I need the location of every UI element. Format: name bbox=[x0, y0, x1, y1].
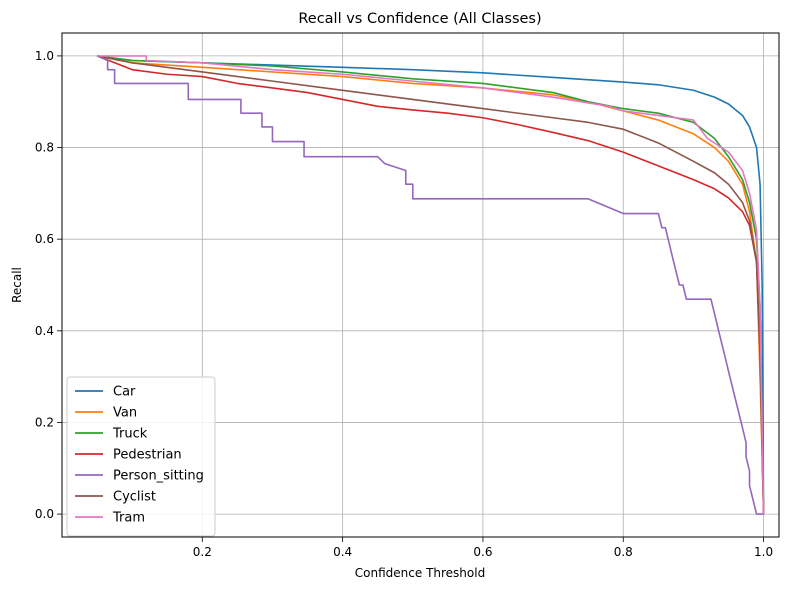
x-tick-label: 0.4 bbox=[333, 545, 352, 559]
y-tick-label: 0.6 bbox=[35, 232, 54, 246]
legend-label-cyclist: Cyclist bbox=[113, 490, 156, 505]
x-tick-label: 0.6 bbox=[473, 545, 492, 559]
axis-ticks: 0.2 0.4 0.6 0.8 1.0 0.0 0.2 0.4 0.6 0.8 1.0 bbox=[35, 49, 773, 559]
legend: Car Van Truck Pedestrian Person_sitting Cycli… bbox=[66, 376, 216, 537]
x-tick-label: 0.2 bbox=[193, 545, 212, 559]
x-tick-label: 1.0 bbox=[754, 545, 773, 559]
y-tick-label: 0.4 bbox=[35, 324, 54, 338]
x-axis-label: Confidence Threshold bbox=[355, 566, 485, 580]
plot-frame bbox=[61, 32, 780, 538]
series-line-car bbox=[96, 55, 765, 515]
x-tick-label: 0.8 bbox=[614, 545, 633, 559]
legend-label-person-sitting: Person_sitting bbox=[113, 469, 204, 484]
series-line-tram bbox=[97, 55, 765, 515]
y-tick-label: 0.2 bbox=[35, 415, 54, 429]
series-line-truck bbox=[96, 55, 765, 515]
series-line-pedestrian bbox=[96, 55, 765, 515]
y-tick-label: 0.0 bbox=[35, 507, 54, 521]
y-tick-label: 1.0 bbox=[35, 49, 54, 63]
legend-label-tram: Tram bbox=[112, 511, 145, 526]
series-lines bbox=[96, 55, 765, 515]
series-line-cyclist bbox=[96, 55, 765, 515]
legend-label-truck: Truck bbox=[112, 427, 148, 442]
legend-label-pedestrian: Pedestrian bbox=[113, 448, 182, 463]
legend-label-car: Car bbox=[113, 385, 136, 400]
chart-title: Recall vs Confidence (All Classes) bbox=[298, 11, 541, 27]
legend-label-van: Van bbox=[113, 406, 137, 421]
y-tick-label: 0.8 bbox=[35, 141, 54, 155]
y-axis-label: Recall bbox=[10, 267, 24, 303]
legend-box bbox=[66, 376, 216, 537]
series-line-person-sitting bbox=[96, 55, 764, 515]
